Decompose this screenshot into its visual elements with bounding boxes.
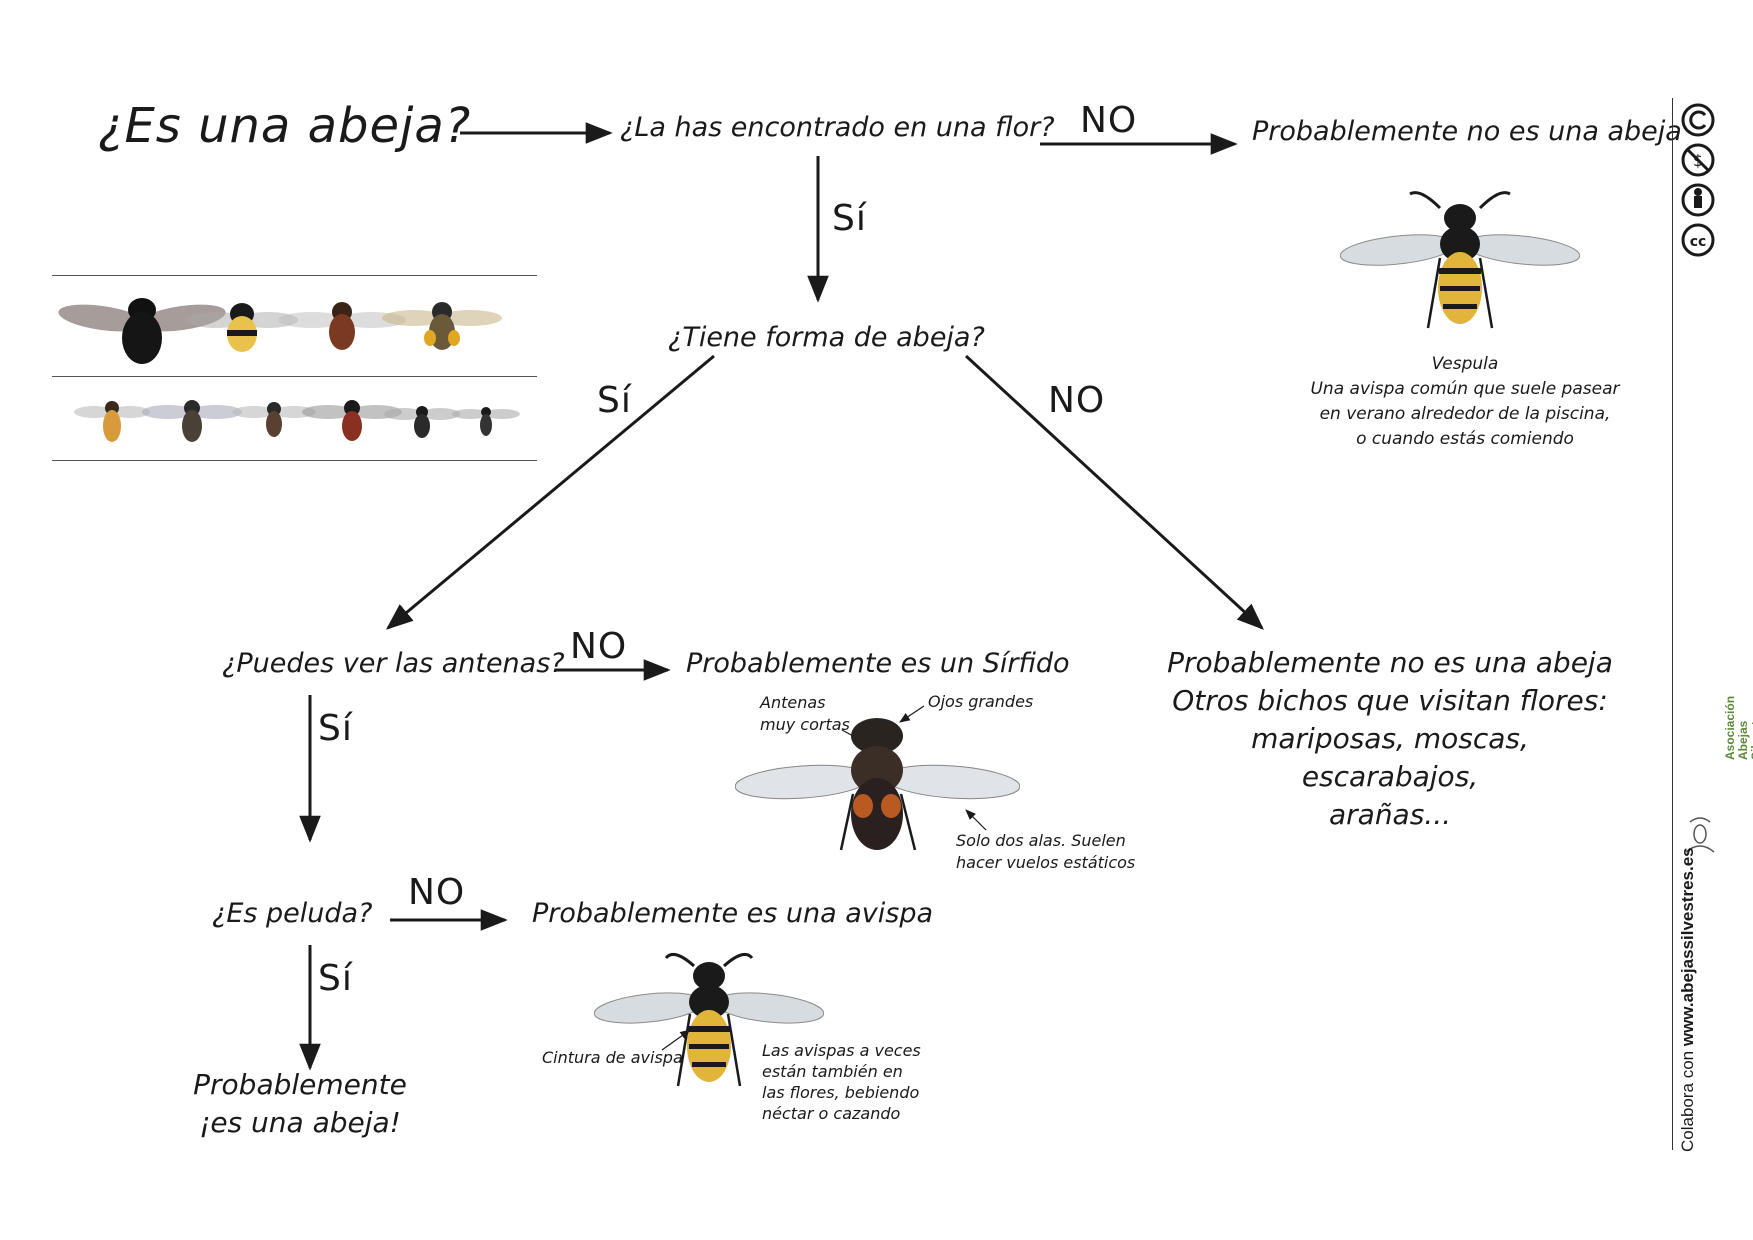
label-si-shape: Sí [597, 380, 632, 421]
sa-icon [1681, 103, 1715, 137]
pointer-waist [661, 1029, 691, 1051]
vespula-line: Una avispa común que suele pasear [1310, 379, 1620, 399]
label-no-shape: NO [1048, 380, 1106, 421]
question-flower: ¿La has encontrado en una flor? [620, 112, 1055, 143]
vespula-illustration [1340, 191, 1580, 329]
bee-halictus-icon [232, 402, 316, 437]
bee-strip-bottom-line [52, 460, 537, 461]
note-line: Solo dos alas. Suelen [956, 831, 1126, 850]
bee-logo-icon [1685, 817, 1715, 853]
website-link[interactable]: www.abejassilvestres.es [1678, 847, 1697, 1047]
wasp-flowers-note: Las avispas a veces están también en las… [762, 1040, 921, 1124]
label-si-antennae: Sí [318, 708, 353, 749]
vespula-line: en verano alrededor de la piscina, [1319, 404, 1611, 424]
svg-text:cc: cc [1690, 234, 1707, 250]
vespula-caption: Vespula Una avispa común que suele pasea… [1300, 352, 1630, 452]
bee-small-dark-icon [384, 406, 460, 438]
outcome-bee-line1: Probablemente [193, 1068, 407, 1101]
vespula-name: Vespula [1431, 354, 1499, 374]
svg-text:$: $ [1693, 151, 1703, 170]
outcome-line: Otros bichos que visitan flores: [1172, 684, 1608, 717]
bee-miner-icon [382, 302, 502, 350]
arrow-shape-no [964, 354, 1264, 630]
outcome-not-bee-right: Probablemente no es una abeja Otros bich… [1160, 644, 1620, 834]
outcome-line: mariposas, moscas, escarabajos, [1251, 722, 1529, 793]
page-title: ¿Es una abeja? [98, 98, 472, 154]
pointer-eyes [899, 705, 925, 723]
website-prefix: Colabora con [1678, 1050, 1697, 1152]
bee-tiny-icon [452, 407, 520, 436]
cc-icon: cc [1681, 223, 1715, 257]
outcome-sirfido-name: Sírfido [982, 648, 1070, 679]
question-antennae: ¿Puedes ver las antenas? [222, 648, 565, 679]
arrow-shape-si [385, 354, 715, 630]
nc-icon: $ [1681, 143, 1715, 177]
outcome-not-bee-top: Probablemente no es una abeja [1252, 116, 1682, 147]
question-shape: ¿Tiene forma de abeja? [668, 322, 985, 353]
org-bee-logo [1685, 817, 1715, 853]
note-line: muy cortas [760, 715, 850, 734]
note-line: néctar o cazando [762, 1104, 901, 1123]
outcome-bee: Probablemente ¡es una abeja! [170, 1066, 430, 1142]
website-text: Colabora con www.abejassilvestres.es [1678, 847, 1698, 1152]
bee-red-icon [302, 400, 402, 441]
note-line: están también en [762, 1062, 903, 1081]
label-no-flower: NO [1080, 100, 1138, 141]
label-no-antennae: NO [570, 626, 628, 667]
vespula-line: o cuando estás comiendo [1356, 429, 1574, 449]
note-line: las flores, bebiendo [762, 1083, 920, 1102]
sidebar-divider [1672, 98, 1673, 1150]
bee-strip-top-line [52, 275, 537, 276]
bee-gallery [58, 298, 520, 442]
outcome-sirfido-prefix: Probablemente es un [686, 648, 975, 679]
note-line: Las avispas a veces [762, 1041, 921, 1060]
hoverfly-icon [735, 718, 1020, 851]
org-logo-text: Asociación Abejas Silvestres [1723, 696, 1753, 760]
outcome-line: arañas... [1328, 798, 1452, 831]
bee-andrena-icon [142, 400, 242, 442]
wasp-waist-note: Cintura de avispa [542, 1048, 683, 1067]
wasp-illustration [594, 952, 824, 1087]
bee-honeybee-icon [74, 401, 150, 442]
wasp-icon [594, 952, 824, 1087]
note-line: Antenas [760, 693, 826, 712]
vespula-wasp-icon [1340, 191, 1580, 329]
question-hairy: ¿Es peluda? [212, 898, 373, 929]
license-icons: $ cc [1681, 103, 1715, 257]
sirfido-antennae-note: Antenas muy cortas [760, 692, 850, 736]
sirfido-eyes-note: Ojos grandes [928, 692, 1034, 711]
outcome-line: Probablemente no es una abeja [1167, 646, 1613, 679]
bee-carpenter-icon [58, 298, 226, 364]
label-no-hairy: NO [408, 872, 466, 913]
sirfido-illustration [735, 718, 1020, 851]
pointer-wings [965, 809, 987, 831]
bee-strip-middle-line [52, 376, 537, 377]
note-line: hacer vuelos estáticos [956, 853, 1136, 872]
label-si-hairy: Sí [318, 958, 353, 999]
bee-mason-icon [278, 302, 406, 350]
outcome-bee-line2: ¡es una abeja! [199, 1106, 401, 1139]
outcome-wasp: Probablemente es una avispa [532, 898, 934, 929]
outcome-sirfido: Probablemente es un Sírfido [686, 648, 1070, 679]
by-icon [1681, 183, 1715, 217]
label-si-flower: Sí [832, 198, 867, 239]
sirfido-wings-note: Solo dos alas. Suelen hacer vuelos estát… [956, 830, 1135, 874]
